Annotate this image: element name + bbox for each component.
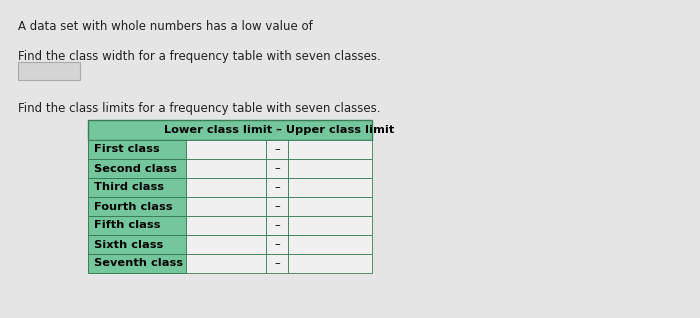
Text: First class: First class <box>94 144 160 155</box>
FancyBboxPatch shape <box>88 159 186 178</box>
FancyBboxPatch shape <box>288 178 372 197</box>
FancyBboxPatch shape <box>186 235 266 254</box>
Text: Lower class limit – Upper class limit: Lower class limit – Upper class limit <box>164 125 394 135</box>
Text: –: – <box>274 239 280 250</box>
Text: Sixth class: Sixth class <box>94 239 163 250</box>
FancyBboxPatch shape <box>18 62 80 80</box>
FancyBboxPatch shape <box>266 235 288 254</box>
FancyBboxPatch shape <box>186 216 266 235</box>
FancyBboxPatch shape <box>186 178 266 197</box>
FancyBboxPatch shape <box>186 159 266 178</box>
FancyBboxPatch shape <box>88 178 186 197</box>
FancyBboxPatch shape <box>88 197 186 216</box>
Text: –: – <box>274 144 280 155</box>
Text: Find the class width for a frequency table with seven classes.: Find the class width for a frequency tab… <box>18 50 381 63</box>
FancyBboxPatch shape <box>288 235 372 254</box>
FancyBboxPatch shape <box>186 197 266 216</box>
Text: –: – <box>274 259 280 268</box>
FancyBboxPatch shape <box>88 235 186 254</box>
FancyBboxPatch shape <box>266 197 288 216</box>
Text: Fourth class: Fourth class <box>94 202 172 211</box>
FancyBboxPatch shape <box>288 216 372 235</box>
Text: Find the class limits for a frequency table with seven classes.: Find the class limits for a frequency ta… <box>18 102 381 115</box>
FancyBboxPatch shape <box>186 254 266 273</box>
Text: –: – <box>274 183 280 192</box>
Text: –: – <box>274 163 280 174</box>
Text: Fifth class: Fifth class <box>94 220 160 231</box>
Text: –: – <box>274 220 280 231</box>
FancyBboxPatch shape <box>288 159 372 178</box>
FancyBboxPatch shape <box>266 216 288 235</box>
FancyBboxPatch shape <box>288 254 372 273</box>
Text: A data set with whole numbers has a low value of: A data set with whole numbers has a low … <box>18 20 316 33</box>
FancyBboxPatch shape <box>266 254 288 273</box>
FancyBboxPatch shape <box>186 140 266 159</box>
FancyBboxPatch shape <box>88 120 372 140</box>
Text: –: – <box>274 202 280 211</box>
FancyBboxPatch shape <box>88 140 186 159</box>
FancyBboxPatch shape <box>88 254 186 273</box>
FancyBboxPatch shape <box>288 197 372 216</box>
FancyBboxPatch shape <box>88 216 186 235</box>
Text: Third class: Third class <box>94 183 164 192</box>
Text: Seventh class: Seventh class <box>94 259 183 268</box>
Text: Second class: Second class <box>94 163 177 174</box>
FancyBboxPatch shape <box>266 159 288 178</box>
FancyBboxPatch shape <box>266 140 288 159</box>
FancyBboxPatch shape <box>288 140 372 159</box>
FancyBboxPatch shape <box>266 178 288 197</box>
